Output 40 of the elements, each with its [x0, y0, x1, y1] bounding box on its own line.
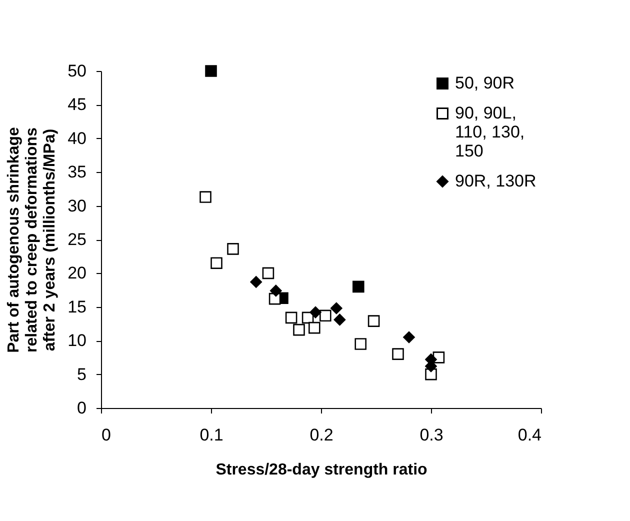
point: [308, 322, 320, 334]
x-tick-label: 0.1: [200, 426, 224, 444]
point: [210, 257, 222, 269]
x-tick-label: 0: [102, 426, 111, 444]
point: [270, 284, 282, 297]
y-tick-label: 5: [77, 364, 86, 384]
point: [392, 348, 404, 360]
y-tick-label: 10: [68, 331, 86, 350]
point: [334, 314, 346, 326]
y-tick-label: 25: [68, 230, 86, 249]
x-tick-label: 0.3: [420, 426, 444, 444]
point: [293, 324, 305, 336]
point: [330, 302, 342, 314]
point: [352, 280, 364, 293]
point: [227, 243, 239, 255]
legend-label: 90R, 130R: [455, 172, 536, 190]
point: [403, 331, 415, 344]
point: [320, 310, 332, 322]
y-tick-label: 20: [68, 264, 86, 283]
point: [200, 191, 212, 203]
point: [368, 315, 380, 327]
y-tick-label: 0: [77, 398, 86, 418]
y-tick-label: 30: [68, 196, 86, 216]
point: [285, 312, 298, 324]
point: [354, 338, 366, 350]
y-tick-label: 50: [68, 62, 86, 80]
y-tick-label: 15: [68, 297, 86, 316]
x-axis-title: Stress/28-day strength ratio: [216, 462, 428, 478]
y-tick-label: 40: [68, 128, 86, 148]
legend-label: 90, 90L, 110, 130, 150: [455, 104, 525, 160]
point: [262, 267, 274, 280]
y-axis-title: Part of autogenous shrinkage related to creep deformations after 2 years (millionths/MPa): [6, 126, 59, 353]
x-tick-label: 0.2: [310, 426, 334, 444]
point: [250, 276, 262, 288]
y-tick-label: 45: [68, 95, 86, 114]
y-tick-label: 35: [68, 162, 86, 182]
point: [310, 306, 322, 318]
point: [205, 65, 217, 77]
legend-label: 50, 90R: [455, 74, 515, 92]
x-tick-label: 0.4: [518, 426, 542, 444]
